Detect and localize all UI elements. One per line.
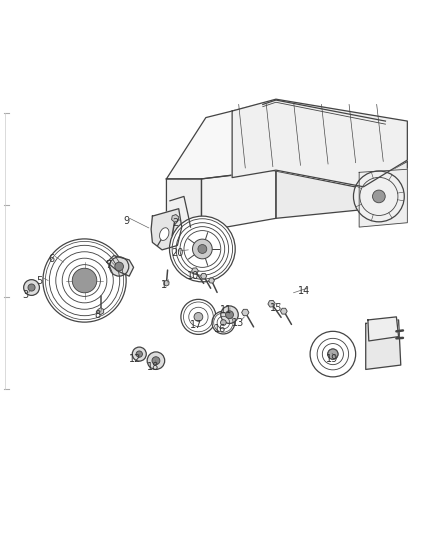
Circle shape (194, 312, 203, 321)
Circle shape (72, 268, 97, 293)
Polygon shape (276, 161, 407, 219)
Polygon shape (187, 223, 210, 249)
Circle shape (226, 311, 233, 319)
Text: 2: 2 (172, 217, 178, 228)
Circle shape (181, 300, 216, 334)
Text: 14: 14 (298, 286, 311, 296)
Polygon shape (172, 214, 179, 222)
Text: 1: 1 (161, 280, 167, 290)
Text: 8: 8 (94, 310, 100, 320)
Text: 16: 16 (214, 324, 226, 334)
Circle shape (220, 320, 226, 326)
Polygon shape (201, 170, 276, 231)
Circle shape (353, 171, 404, 222)
Text: 13: 13 (232, 318, 244, 328)
Text: 3: 3 (22, 290, 28, 300)
Polygon shape (191, 268, 198, 274)
Text: 10: 10 (187, 271, 199, 281)
Polygon shape (98, 308, 104, 314)
Circle shape (147, 352, 165, 369)
Circle shape (28, 284, 35, 291)
Polygon shape (208, 278, 215, 283)
Polygon shape (368, 317, 399, 341)
Polygon shape (242, 309, 249, 316)
Circle shape (372, 190, 385, 203)
Circle shape (170, 216, 235, 282)
Text: 7: 7 (106, 260, 112, 270)
Polygon shape (366, 320, 401, 369)
Text: 5: 5 (36, 276, 42, 286)
Circle shape (24, 280, 39, 295)
Text: 6: 6 (49, 254, 55, 264)
Polygon shape (232, 99, 407, 187)
Circle shape (310, 332, 356, 377)
Circle shape (328, 349, 338, 359)
Polygon shape (359, 169, 407, 227)
Polygon shape (201, 273, 207, 279)
Circle shape (136, 351, 142, 357)
Circle shape (43, 239, 126, 322)
Circle shape (198, 245, 207, 253)
Text: 12: 12 (129, 354, 141, 365)
Polygon shape (280, 308, 287, 314)
Circle shape (152, 357, 160, 365)
Text: 20: 20 (172, 248, 184, 259)
Text: 17: 17 (190, 320, 202, 330)
Polygon shape (166, 100, 407, 188)
Circle shape (110, 257, 129, 276)
Circle shape (132, 347, 146, 361)
Text: 15: 15 (270, 303, 282, 313)
Polygon shape (166, 179, 201, 243)
Polygon shape (107, 255, 134, 276)
Text: 19: 19 (326, 354, 338, 365)
Polygon shape (268, 301, 275, 307)
Polygon shape (151, 209, 182, 250)
Text: 11: 11 (220, 305, 233, 316)
Circle shape (212, 311, 235, 334)
Circle shape (115, 262, 124, 271)
Polygon shape (164, 280, 169, 286)
Text: 9: 9 (123, 216, 129, 226)
Text: 18: 18 (147, 362, 159, 372)
Circle shape (221, 306, 238, 324)
Circle shape (193, 239, 212, 259)
Ellipse shape (159, 228, 169, 240)
